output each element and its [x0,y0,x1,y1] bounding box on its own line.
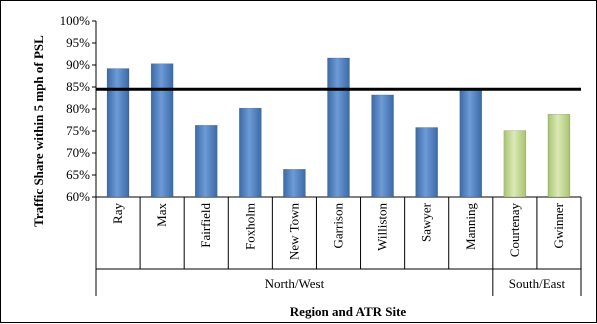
category-label: Fairfield [198,203,213,248]
category-label: Williston [375,203,390,251]
category-label: Garrison [331,203,346,249]
category-label: Ray [110,203,125,224]
bar [503,130,527,198]
group-label: South/East [509,276,566,291]
category-label: Max [154,203,169,227]
y-tick-label: 80% [66,101,90,116]
y-tick-label: 60% [66,189,90,204]
bar [327,57,350,198]
y-tick-label: 70% [66,145,90,160]
bar [371,94,394,198]
bar [239,107,262,198]
bar [150,63,174,198]
category-label: Sawyer [419,202,434,242]
bar [283,169,306,198]
y-tick-label: 65% [66,167,90,182]
y-tick-label: 85% [66,79,90,94]
category-label: Courtenay [507,203,522,258]
bar [106,68,130,198]
bar [459,89,483,198]
y-axis-label: Traffic Share within 5 mph of PSL [31,35,46,227]
category-label: Manning [463,203,478,250]
category-label: Gwinner [551,202,566,248]
plot-area: 60% 65% 70% 75% 80% 85% 90% 95% 100% Ray Max Fairfi… [60,13,582,296]
bar [547,114,571,198]
y-tick-label: 90% [66,57,90,72]
y-tick-label: 100% [60,13,91,28]
y-tick-label: 95% [66,35,90,50]
category-label: Foxholm [242,203,257,250]
bar [415,127,438,198]
bar [194,125,218,198]
x-axis-label: Region and ATR Site [290,304,407,319]
y-tick-label: 75% [66,123,90,138]
category-label: New Town [286,203,301,260]
group-label: North/West [265,276,325,291]
